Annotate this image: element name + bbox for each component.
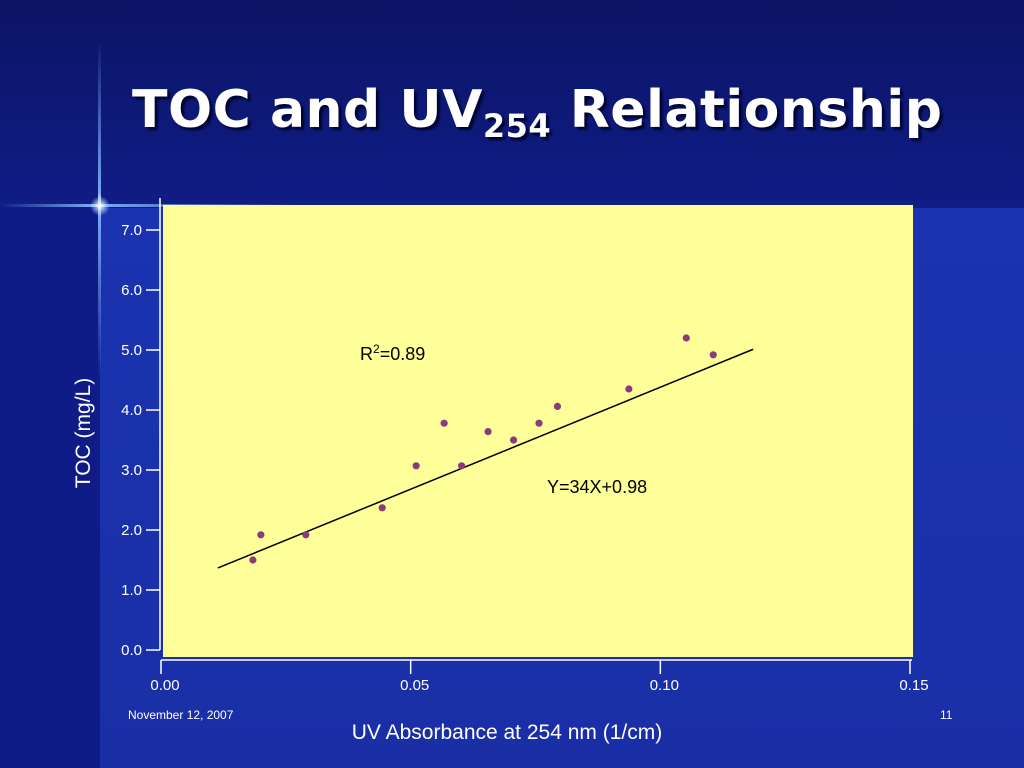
y-tick-label: 1.0 <box>121 582 142 599</box>
y-tick-label: 5.0 <box>121 342 142 359</box>
plot-area <box>163 205 913 657</box>
title-end: Relationship <box>551 80 943 140</box>
r-squared-label: R2=0.89 <box>360 342 425 364</box>
data-point <box>682 334 690 342</box>
title-subscript: 254 <box>482 107 552 145</box>
x-tick-label: 0.15 <box>899 677 928 694</box>
data-point <box>440 419 448 427</box>
data-point <box>553 402 562 410</box>
y-tick-label: 0.0 <box>121 642 142 659</box>
data-point <box>457 462 466 470</box>
data-point <box>484 428 492 436</box>
y-tick-label: 6.0 <box>121 282 142 299</box>
left-band <box>0 208 100 768</box>
data-point <box>249 556 257 564</box>
title-main: TOC and UV <box>132 80 483 140</box>
y-tick-label: 3.0 <box>121 462 142 479</box>
slide-title: TOC and UV254 Relationship <box>132 84 942 142</box>
data-point <box>378 504 386 512</box>
x-axis-title: UV Absorbance at 254 nm (1/cm) <box>352 721 662 744</box>
data-point <box>257 531 265 539</box>
sparkle-star-icon <box>90 196 110 216</box>
x-tick-label: 0.05 <box>400 677 429 694</box>
data-point <box>302 531 310 539</box>
data-point <box>509 436 518 444</box>
data-point <box>625 385 633 393</box>
x-tick-label: 0.00 <box>150 677 179 694</box>
footer-date: November 12, 2007 <box>128 708 234 722</box>
header-band <box>0 0 1024 208</box>
sparkle-horizontal-decoration <box>0 204 300 207</box>
data-point <box>412 462 420 470</box>
y-tick-label: 4.0 <box>121 402 142 419</box>
y-tick-label: 2.0 <box>121 522 142 539</box>
y-axis-title: TOC (mg/L) <box>72 378 95 488</box>
x-tick-label: 0.10 <box>650 677 679 694</box>
data-point <box>709 351 717 359</box>
equation-label: Y=34X+0.98 <box>547 477 647 497</box>
y-tick-label: 7.0 <box>121 222 142 239</box>
page-number: 11 <box>940 708 953 722</box>
data-point <box>535 419 543 427</box>
